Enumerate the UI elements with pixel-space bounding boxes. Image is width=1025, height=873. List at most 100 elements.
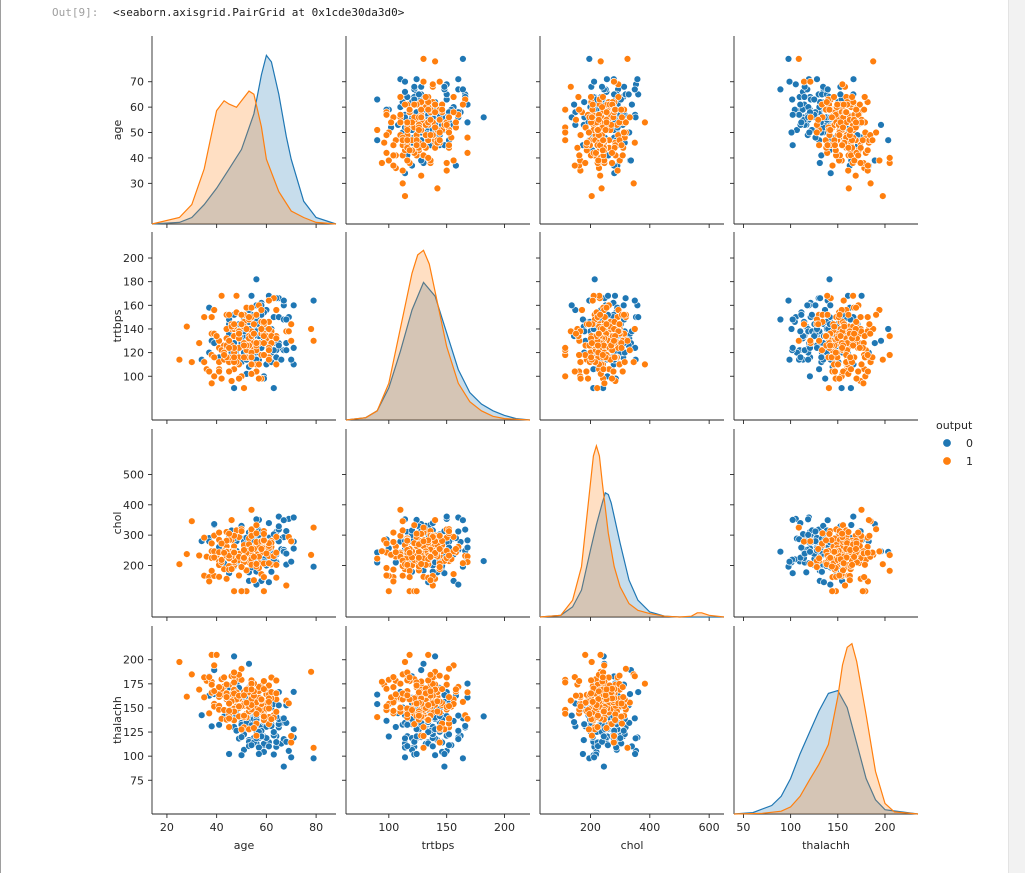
scatter-point-0 [776, 315, 785, 324]
scatter-point-1 [842, 108, 850, 116]
scatter-point-1 [576, 358, 585, 366]
scatter-point-1 [436, 116, 444, 124]
scatter-point-0 [401, 734, 409, 742]
scatter-point-1 [227, 516, 236, 524]
scatter-point-1 [839, 100, 848, 109]
scatter-point-1 [585, 320, 593, 328]
scatter-point-1 [608, 374, 616, 383]
scatter-point-1 [260, 587, 268, 595]
scatter-point-1 [617, 344, 626, 352]
scatter-point-1 [220, 351, 228, 359]
scatter-point-1 [405, 673, 414, 682]
scatter-point-0 [626, 690, 634, 698]
y-tick-label: 175 [123, 678, 144, 691]
scatter-point-1 [800, 537, 808, 546]
scatter-point-1 [585, 710, 594, 718]
scatter-point-0 [787, 325, 796, 333]
scatter-point-1 [879, 356, 887, 364]
panel-trtbps-vs-age: 100 120 140 160 180 200 [123, 232, 336, 424]
scatter-point-1 [839, 296, 848, 305]
scatter-point-0 [440, 83, 449, 91]
scatter-point-1 [222, 575, 231, 583]
scatter-point-1 [252, 311, 261, 319]
scatter-point-1 [561, 344, 569, 352]
scatter-point-1 [443, 121, 451, 129]
scatter-point-1 [188, 670, 196, 679]
scatter-point-1 [825, 384, 833, 392]
output-repr-text: <seaborn.axisgrid.PairGrid at 0x1cde30da… [113, 6, 405, 19]
scatter-point-1 [200, 313, 208, 321]
output-scrollbar[interactable] [1008, 0, 1025, 873]
scatter-point-1 [610, 337, 618, 345]
scatter-point-0 [603, 75, 611, 83]
scatter-point-1 [260, 530, 268, 538]
scatter-point-1 [237, 311, 246, 319]
x-tick-label: 100 [378, 821, 399, 834]
kde-line-1 [151, 90, 337, 225]
y-tick-label: 30 [130, 177, 144, 190]
y-tick-label: 70 [130, 76, 144, 89]
scatter-point-1 [260, 536, 268, 544]
scatter-point-1 [419, 77, 428, 86]
scatter-point-1 [863, 146, 872, 155]
scatter-point-1 [848, 93, 856, 101]
x-tick-label: 200 [494, 821, 515, 834]
scatter-point-1 [382, 131, 391, 139]
scatter-point-1 [864, 367, 872, 376]
y-tick-label: 400 [123, 499, 144, 512]
scatter-point-1 [581, 159, 589, 167]
scatter-point-1 [260, 318, 268, 326]
scatter-point-1 [235, 330, 243, 338]
scatter-point-1 [885, 332, 894, 340]
scatter-point-0 [787, 128, 796, 137]
scatter-point-0 [788, 315, 797, 324]
scatter-point-1 [389, 707, 398, 715]
x-tick-label: 400 [639, 821, 660, 834]
scatter-point-1 [240, 341, 248, 350]
scatter-point-1 [419, 523, 428, 532]
y-tick-label: 200 [123, 559, 144, 572]
scatter-point-1 [463, 715, 472, 723]
scatter-point-1 [287, 337, 295, 345]
scatter-point-1 [245, 313, 253, 321]
scatter-point-0 [431, 751, 439, 759]
panel-chol-vs-thalachh [730, 429, 918, 621]
scatter-point-1 [175, 658, 184, 666]
scatter-point-0 [604, 292, 612, 300]
scatter-point-1 [424, 716, 432, 724]
scatter-point-1 [403, 126, 411, 134]
scatter-point-0 [634, 90, 642, 99]
scatter-point-1 [267, 715, 276, 723]
x-tick-label: 50 [736, 821, 750, 834]
scatter-point-1 [575, 151, 583, 160]
y-tick-label: 50 [130, 127, 144, 140]
scatter-point-1 [641, 118, 649, 127]
scatter-point-0 [802, 568, 810, 576]
scatter-point-1 [431, 516, 439, 524]
scatter-point-0 [611, 292, 619, 300]
scatter-point-1 [594, 126, 602, 134]
panel-chol-vs-chol [539, 429, 725, 621]
scatter-point-1 [265, 698, 273, 706]
x-tick-label: 60 [259, 821, 273, 834]
scatter-point-1 [272, 548, 280, 557]
scatter-point-1 [373, 554, 381, 563]
scatter-point-0 [237, 733, 246, 741]
scatter-point-1 [260, 339, 268, 347]
scatter-point-0 [590, 77, 598, 86]
scatter-point-0 [237, 751, 246, 759]
scatter-point-1 [875, 547, 884, 556]
scatter-point-1 [806, 537, 814, 545]
scatter-point-1 [260, 351, 268, 359]
scatter-point-0 [309, 296, 318, 305]
scatter-point-1 [594, 341, 602, 350]
scatter-point-1 [175, 356, 184, 364]
scatter-point-0 [282, 549, 290, 558]
scatter-point-1 [800, 320, 808, 328]
scatter-point-1 [856, 159, 865, 167]
scatter-point-0 [803, 301, 811, 309]
scatter-point-1 [378, 547, 386, 555]
scatter-point-1 [443, 673, 451, 682]
scatter-point-1 [433, 707, 442, 716]
scatter-point-1 [596, 57, 605, 66]
